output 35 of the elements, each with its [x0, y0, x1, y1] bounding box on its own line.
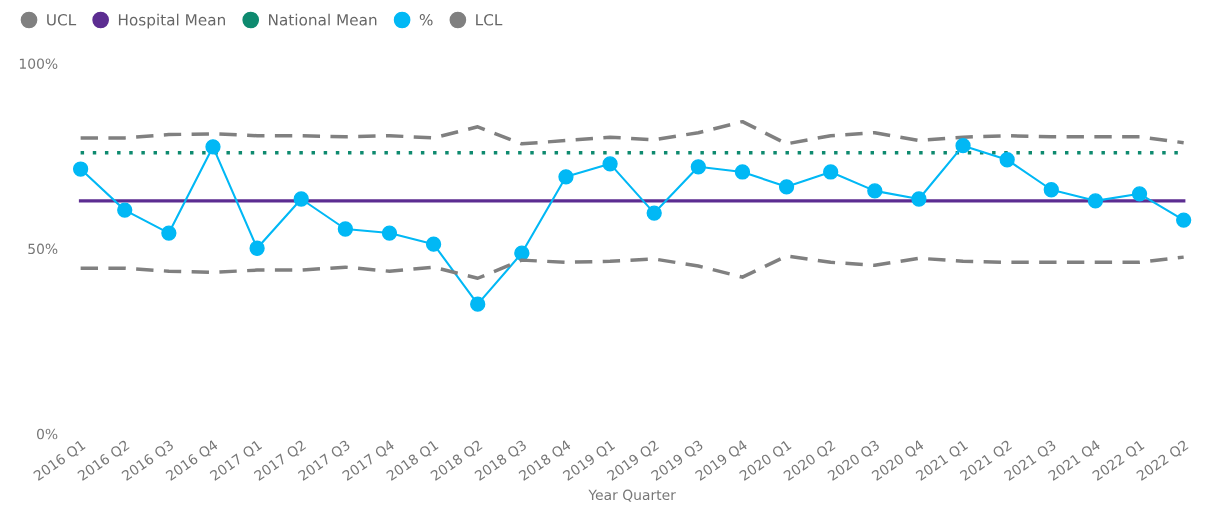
point — [293, 191, 309, 207]
point — [999, 152, 1015, 168]
point — [205, 139, 221, 155]
point — [778, 179, 795, 195]
legend-label: LCL — [476, 14, 503, 26]
point — [646, 205, 662, 221]
point — [161, 225, 177, 241]
point — [955, 138, 971, 154]
y-tick-label: 0% — [36, 428, 58, 440]
point — [823, 164, 839, 180]
point — [690, 159, 706, 175]
legend-label: UCL — [47, 14, 77, 26]
point — [602, 156, 618, 172]
point — [337, 221, 353, 237]
point — [249, 240, 265, 256]
point — [470, 296, 486, 312]
point — [425, 236, 442, 252]
legend-label: % — [419, 14, 433, 26]
point — [911, 191, 927, 207]
point — [867, 183, 883, 199]
y-tick-label: 100% — [19, 58, 58, 69]
point — [514, 245, 530, 261]
point — [72, 161, 89, 177]
legend-label: National Mean — [269, 13, 377, 26]
point — [381, 225, 398, 241]
x-axis-title: Year Quarter — [588, 489, 676, 502]
point — [734, 164, 751, 180]
point — [1176, 212, 1192, 228]
y-tick-label: 50% — [28, 243, 58, 255]
point — [1087, 193, 1104, 209]
point — [1131, 186, 1148, 202]
point — [117, 202, 133, 218]
point — [558, 169, 574, 185]
point — [1043, 182, 1059, 198]
legend-label: Hospital Mean — [118, 13, 225, 29]
